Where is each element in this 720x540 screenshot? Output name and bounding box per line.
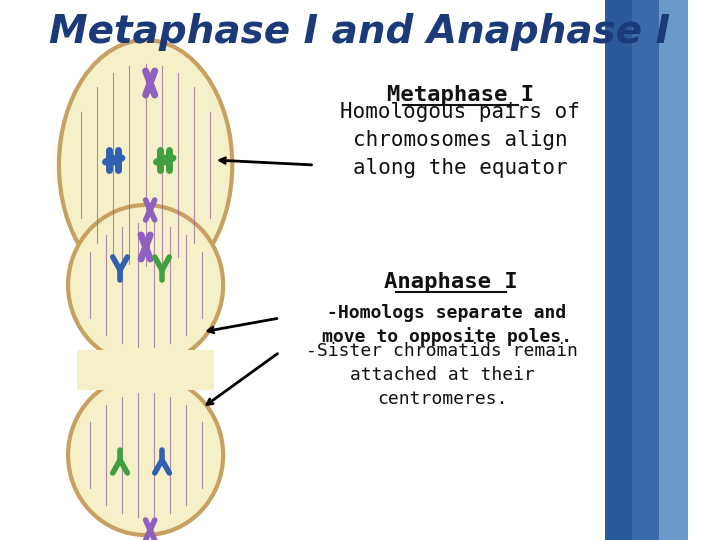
Text: Anaphase I: Anaphase I [384, 272, 518, 292]
Text: -Sister chromatids remain
attached at their
centromeres.: -Sister chromatids remain attached at th… [306, 342, 578, 408]
Bar [605, 0, 634, 540]
Text: Metaphase I: Metaphase I [387, 85, 534, 105]
Bar [660, 0, 691, 540]
Bar [632, 0, 661, 540]
Text: Homologous pairs of
chromosomes align
along the equator: Homologous pairs of chromosomes align al… [341, 102, 580, 178]
Bar [77, 350, 214, 390]
Ellipse shape [68, 205, 223, 365]
Ellipse shape [59, 40, 233, 290]
Text: Metaphase I and Anaphase I: Metaphase I and Anaphase I [50, 13, 670, 51]
Ellipse shape [68, 375, 223, 535]
Text: -Homologs separate and
move to opposite poles.: -Homologs separate and move to opposite … [322, 303, 572, 347]
